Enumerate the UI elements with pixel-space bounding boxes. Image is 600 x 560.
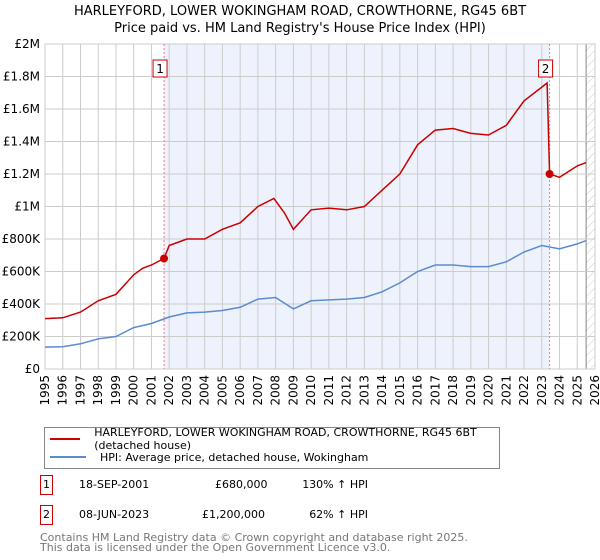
legend-property: HARLEYFORD, LOWER WOKINGHAM ROAD, CROWTH… [94, 426, 477, 452]
y-tick-label: £200K [2, 330, 42, 344]
y-tick-label: £1.6M [3, 102, 40, 116]
sale-label: 1 [156, 62, 164, 76]
x-tick-label: 2007 [251, 375, 265, 406]
hpi-line [44, 239, 587, 348]
x-tick-label: 2010 [304, 375, 318, 406]
tx-date: 08-JUN-2023 [79, 508, 150, 521]
chart-title: HARLEYFORD, LOWER WOKINGHAM ROAD, CROWTH… [73, 4, 527, 19]
chart-subtitle: Price paid vs. HM Land Registry's House … [114, 21, 486, 36]
y-tick-label: £400K [2, 297, 42, 311]
x-tick-label: 2020 [482, 375, 496, 406]
x-tick-label: 2022 [517, 375, 531, 406]
y-tick-label: £1.8M [3, 70, 40, 84]
y-tick-label: £0 [25, 362, 40, 376]
legend-blue-line [50, 456, 86, 458]
x-tick-label: 2011 [322, 375, 336, 406]
y-tick-label: £1.4M [3, 135, 40, 149]
marker-badge: 2 [40, 505, 53, 525]
y-tick-label: £600K [2, 265, 42, 279]
x-tick-label: 2006 [233, 375, 247, 406]
tx-price: £680,000 [215, 478, 268, 491]
x-tick-label: 1998 [91, 375, 105, 406]
price-paid-line [44, 81, 587, 320]
tx-price: £1,200,000 [202, 508, 265, 521]
x-tick-label: 1996 [56, 375, 70, 406]
sale-point [545, 170, 554, 178]
x-tick-label: 1995 [38, 375, 52, 406]
x-tick-label: 2018 [446, 375, 460, 406]
y-tick-label: £800K [2, 232, 42, 246]
x-tick-label: 1997 [73, 375, 87, 406]
x-tick-label: 2014 [375, 375, 389, 406]
y-tick-label: £1.2M [3, 167, 40, 181]
y-tick-label: £1M [14, 200, 40, 214]
chart-legend: HARLEYFORD, LOWER WOKINGHAM ROAD, CROWTH… [44, 426, 500, 469]
x-tick-label: 2026 [588, 375, 600, 406]
legend-hpi: HPI: Average price, detached house, Woki… [100, 450, 369, 464]
x-tick-label: 2005 [215, 375, 229, 406]
tx-hpi: 130% ↑ HPI [302, 478, 368, 491]
x-tick-label: 2008 [269, 375, 283, 406]
x-tick-label: 2002 [162, 375, 176, 406]
marker-badge: 1 [40, 475, 53, 495]
sale-label-box [152, 59, 168, 78]
x-tick-label: 2024 [553, 375, 567, 406]
sale-label-box [538, 59, 554, 78]
x-tick-label: 2021 [499, 375, 513, 406]
footer-copyright: Contains HM Land Registry data © Crown c… [40, 531, 468, 544]
x-tick-label: 2016 [411, 375, 425, 406]
x-tick-label: 2012 [340, 375, 354, 406]
sale-point [160, 254, 169, 263]
price-chart: £0 £200K £400K £600K £800K £1M £1.2M £1.4M £1.6M… [2, 37, 600, 406]
y-tick-label: £2M [14, 37, 40, 51]
x-tick-label: 2019 [464, 375, 478, 406]
footer-licence: This data is licensed under the Open Gov… [40, 541, 391, 554]
x-tick-label: 2023 [535, 375, 549, 406]
x-tick-label: 2003 [180, 375, 194, 406]
x-tick-label: 2009 [286, 375, 300, 406]
x-tick-label: 2001 [144, 375, 158, 406]
tx-date: 18-SEP-2001 [79, 478, 150, 491]
x-tick-label: 2025 [570, 375, 584, 406]
x-tick-label: 1999 [109, 375, 123, 406]
x-tick-label: 2004 [198, 375, 212, 406]
sale-label: 2 [542, 62, 550, 76]
x-tick-label: 2000 [127, 375, 141, 406]
tx-hpi: 62% ↑ HPI [309, 508, 368, 521]
x-tick-label: 2017 [428, 375, 442, 406]
legend-red-line [50, 438, 81, 440]
x-tick-label: 2013 [357, 375, 371, 406]
x-tick-label: 2015 [393, 375, 407, 406]
